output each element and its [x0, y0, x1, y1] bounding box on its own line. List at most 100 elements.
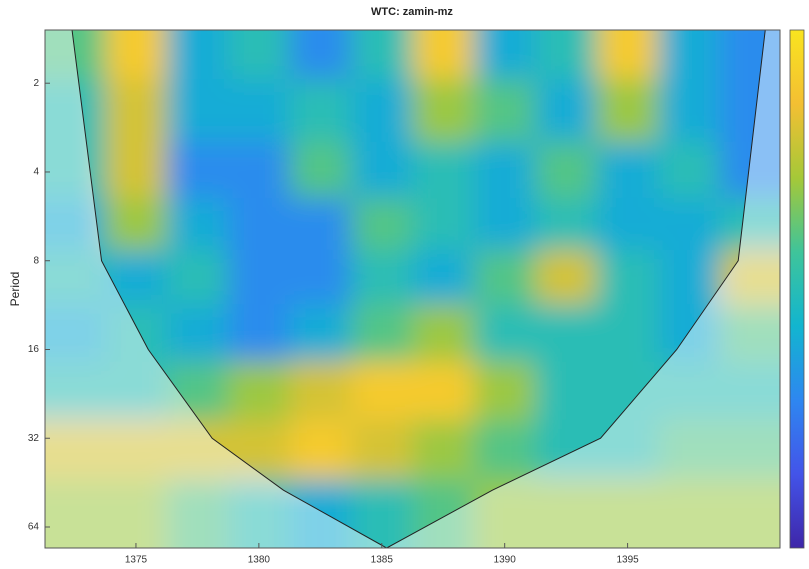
x-tick-label: 1380	[248, 555, 271, 566]
heat-cell	[658, 79, 721, 143]
heat-cell	[228, 304, 291, 363]
heat-cell	[596, 141, 660, 199]
heat-cell	[412, 249, 475, 306]
heatmap	[45, 30, 780, 548]
x-tick-label: 1390	[494, 555, 517, 566]
heat-cell	[719, 197, 780, 251]
heat-cell	[535, 141, 598, 199]
heat-cell	[289, 478, 353, 548]
heat-cell	[535, 361, 598, 421]
heat-cell	[351, 304, 414, 363]
heat-cell	[351, 419, 414, 480]
heat-cell	[45, 197, 107, 251]
heat-cell	[473, 141, 537, 199]
heat-cell	[412, 419, 475, 480]
heat-cell	[45, 478, 107, 548]
heat-cell	[45, 141, 107, 199]
y-axis-label: Period	[8, 272, 22, 307]
heat-cell	[166, 79, 230, 143]
heat-cell	[596, 361, 660, 421]
heat-cell	[658, 478, 721, 548]
heat-cell	[351, 141, 414, 199]
heat-cell	[45, 304, 107, 363]
heat-cell	[658, 361, 721, 421]
heat-cell	[228, 249, 291, 306]
heat-cell	[596, 249, 660, 306]
heat-cell	[412, 197, 475, 251]
heat-cell	[166, 478, 230, 548]
heat-cell	[45, 361, 107, 421]
y-tick-label: 2	[33, 78, 39, 89]
heat-cell	[719, 30, 780, 81]
heat-cell	[596, 79, 660, 143]
heat-cell	[412, 304, 475, 363]
heat-cell	[412, 141, 475, 199]
heat-cell	[719, 249, 780, 306]
heat-cell	[351, 361, 414, 421]
heat-cell	[596, 197, 660, 251]
x-tick-label: 1385	[371, 555, 394, 566]
heat-cell	[535, 478, 598, 548]
heat-cell	[473, 304, 537, 363]
heat-cell	[596, 304, 660, 363]
plot-frame	[44, 29, 781, 549]
heat-cell	[535, 30, 598, 81]
heat-cell	[535, 304, 598, 363]
heat-cell	[105, 478, 168, 548]
y-tick-label: 64	[28, 522, 40, 533]
heat-cell	[473, 30, 537, 81]
heat-cell	[658, 419, 721, 480]
heat-cell	[351, 478, 414, 548]
heat-cell	[289, 79, 353, 143]
heat-cell	[166, 249, 230, 306]
heat-cell	[105, 79, 168, 143]
heat-cell	[412, 79, 475, 143]
heat-cell	[105, 361, 168, 421]
x-tick-label: 1375	[125, 555, 148, 566]
heat-cell	[473, 478, 537, 548]
heat-cell	[45, 249, 107, 306]
heat-cell	[473, 197, 537, 251]
chart-title: WTC: zamin-mz	[371, 6, 453, 18]
heat-cell	[166, 304, 230, 363]
heat-cell	[535, 419, 598, 480]
heat-cell	[473, 361, 537, 421]
y-tick-label: 4	[33, 167, 39, 178]
heat-cell	[228, 361, 291, 421]
heat-cells	[45, 30, 780, 548]
y-tick-label: 32	[28, 433, 40, 444]
heat-cell	[351, 197, 414, 251]
y-tick-label: 8	[33, 255, 39, 266]
heat-cell	[228, 141, 291, 199]
heat-cell	[719, 419, 780, 480]
heat-cell	[351, 79, 414, 143]
heat-cell	[105, 419, 168, 480]
heat-cell	[658, 30, 721, 81]
heat-cell	[228, 478, 291, 548]
heat-cell	[166, 141, 230, 199]
heat-cell	[719, 478, 780, 548]
heat-cell	[412, 30, 475, 81]
heat-cell	[658, 197, 721, 251]
heat-cell	[166, 361, 230, 421]
heat-cell	[289, 30, 353, 81]
heat-cell	[289, 141, 353, 199]
heat-cell	[351, 249, 414, 306]
heat-cell	[719, 79, 780, 143]
heat-cell	[351, 30, 414, 81]
heat-cell	[658, 249, 721, 306]
heat-cell	[473, 79, 537, 143]
heat-cell	[166, 30, 230, 81]
overlay	[45, 30, 780, 548]
heat-cell	[473, 249, 537, 306]
heat-cell	[535, 197, 598, 251]
heat-cell	[719, 141, 780, 199]
heat-cell	[228, 197, 291, 251]
x-tick-label: 1395	[616, 555, 639, 566]
heat-cell	[412, 361, 475, 421]
heat-cell	[412, 478, 475, 548]
coi-shade	[45, 30, 780, 548]
heat-cell	[289, 304, 353, 363]
heat-cell	[658, 304, 721, 363]
